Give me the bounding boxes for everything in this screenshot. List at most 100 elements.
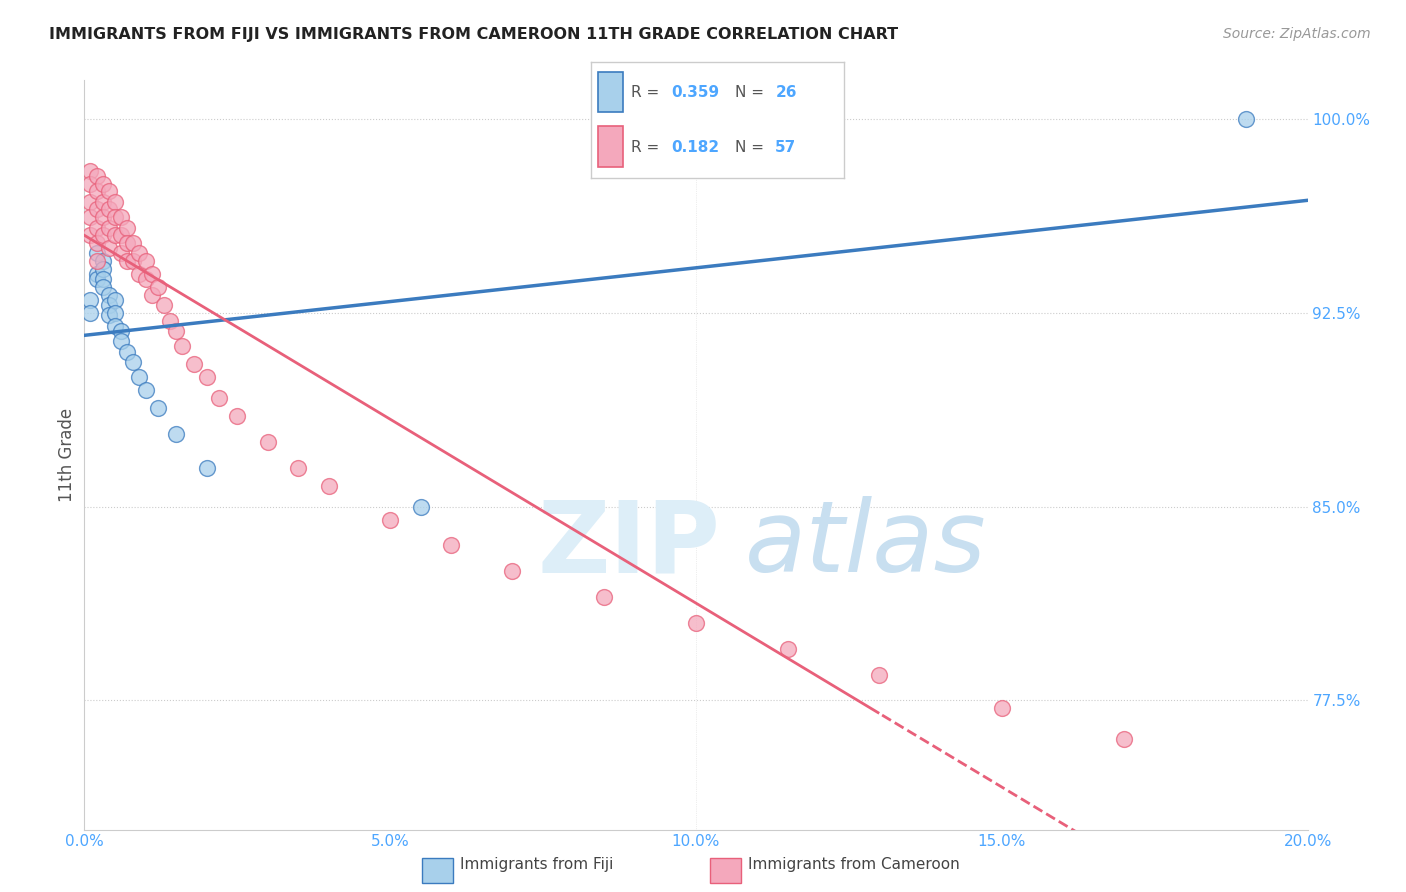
Text: 0.182: 0.182 (672, 139, 720, 154)
Point (135, 272, 157, 286)
Point (91, 194, 114, 209)
Point (97, 298, 120, 312)
Point (110, 211, 132, 225)
Point (1236, 112, 1258, 126)
Text: atlas: atlas (745, 496, 987, 593)
Point (135, 384, 157, 398)
Text: 0.359: 0.359 (672, 85, 720, 100)
Point (115, 235, 138, 250)
Point (146, 280, 169, 294)
Point (79, 228, 101, 243)
Point (409, 500, 432, 514)
Point (97, 241, 120, 255)
Text: Immigrants from Cameroon: Immigrants from Cameroon (748, 857, 960, 872)
Point (257, 435, 280, 450)
Point (226, 409, 249, 424)
Point (128, 246, 150, 260)
Point (91, 228, 114, 243)
Point (104, 293, 127, 307)
Point (79, 163, 101, 178)
Point (79, 306, 101, 320)
Point (110, 334, 132, 349)
Point (104, 211, 127, 225)
Point (91, 272, 114, 286)
Point (502, 564, 524, 578)
Point (79, 293, 101, 307)
Point (86, 185, 108, 199)
Point (115, 254, 138, 268)
Point (79, 194, 101, 209)
Point (869, 667, 891, 681)
Bar (598, 71, 623, 112)
Point (97, 185, 120, 199)
Text: Immigrants from Fiji: Immigrants from Fiji (460, 857, 613, 872)
Point (128, 267, 150, 281)
Point (86, 220, 108, 235)
Text: R =: R = (631, 85, 664, 100)
Point (110, 324, 132, 338)
Point (104, 228, 127, 243)
Point (79, 177, 101, 191)
Point (86, 235, 108, 250)
Text: 26: 26 (775, 85, 797, 100)
Point (141, 287, 163, 301)
Point (776, 641, 799, 656)
Point (115, 220, 138, 235)
Point (122, 355, 145, 369)
Bar (598, 126, 623, 167)
Point (110, 246, 132, 260)
Point (104, 318, 127, 333)
Point (380, 512, 402, 526)
Point (115, 344, 138, 359)
Point (91, 211, 114, 225)
Point (593, 590, 616, 604)
Point (86, 246, 108, 260)
Point (153, 298, 176, 312)
Point (86, 254, 108, 268)
Point (86, 272, 108, 286)
Point (86, 267, 108, 281)
Text: R =: R = (631, 139, 664, 154)
Point (195, 460, 218, 475)
Point (141, 267, 163, 281)
Point (104, 194, 127, 209)
Point (91, 280, 114, 294)
Point (91, 177, 114, 191)
Point (97, 309, 120, 323)
Text: 57: 57 (775, 139, 797, 154)
Point (104, 306, 127, 320)
Point (685, 615, 707, 630)
Point (208, 391, 231, 405)
Text: Source: ZipAtlas.com: Source: ZipAtlas.com (1223, 27, 1371, 41)
Text: ZIP: ZIP (537, 496, 720, 593)
Text: IMMIGRANTS FROM FIJI VS IMMIGRANTS FROM CAMEROON 11TH GRADE CORRELATION CHART: IMMIGRANTS FROM FIJI VS IMMIGRANTS FROM … (49, 27, 898, 42)
Text: N =: N = (735, 139, 769, 154)
Point (86, 202, 108, 217)
Point (97, 202, 120, 217)
Point (146, 401, 169, 416)
Point (165, 427, 187, 442)
Point (86, 169, 108, 183)
Text: N =: N = (735, 85, 769, 100)
Point (195, 370, 218, 384)
Point (135, 254, 157, 268)
Point (287, 460, 309, 475)
Point (110, 228, 132, 243)
Point (91, 261, 114, 276)
Point (128, 370, 150, 384)
Point (122, 235, 145, 250)
Point (159, 313, 181, 327)
Point (91, 254, 114, 268)
Point (440, 538, 463, 552)
Point (1114, 732, 1136, 747)
Point (318, 479, 340, 493)
Y-axis label: 11th Grade: 11th Grade (58, 408, 76, 502)
Point (122, 254, 145, 268)
Point (79, 211, 101, 225)
Point (165, 324, 187, 338)
Point (183, 358, 205, 372)
Point (97, 220, 120, 235)
Point (991, 701, 1014, 715)
Point (97, 287, 120, 301)
Point (172, 339, 194, 353)
